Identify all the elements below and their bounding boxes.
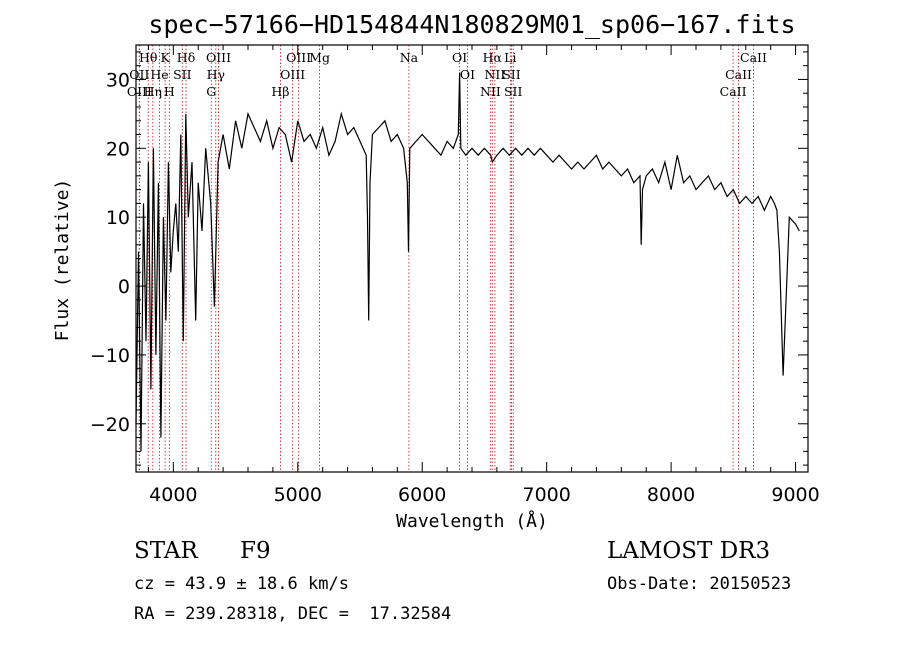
- x-tick-labels: 4000 5000 6000 7000 8000 9000: [149, 484, 820, 506]
- x-tick-label: 4000: [149, 484, 197, 506]
- observation-date: Obs-Date: 20150523: [607, 574, 792, 594]
- x-tick-label: 8000: [647, 484, 695, 506]
- emission-line-label: OIII: [206, 50, 231, 65]
- spectrum-line: [135, 72, 800, 452]
- y-axis-label: Flux (relative): [52, 179, 73, 342]
- emission-line-label: Hη: [144, 84, 162, 99]
- emission-line-label: OIII: [127, 84, 152, 99]
- emission-line-label: Hβ: [271, 84, 289, 99]
- emission-line-label: H: [164, 84, 175, 99]
- emission-line-label: Na: [400, 50, 419, 65]
- redshift-value: cz = 43.9 ± 18.6 km/s: [134, 574, 349, 594]
- coordinates: RA = 239.28318, DEC = 17.32584: [134, 604, 452, 624]
- y-tick-label: 30: [106, 69, 130, 91]
- emission-line-label: OI: [460, 67, 475, 82]
- emission-line-label: CaII: [740, 50, 767, 65]
- emission-line-label: CaII: [725, 67, 752, 82]
- emission-line-label: CaII: [720, 84, 747, 99]
- emission-line-label: He: [150, 67, 168, 82]
- emission-line-label: Hδ: [177, 50, 195, 65]
- emission-line-markers: [138, 45, 754, 472]
- emission-line-label: Mg: [309, 50, 330, 65]
- y-tick-label: 0: [118, 276, 130, 298]
- emission-line-label: SII: [502, 67, 521, 82]
- emission-line-label: K: [160, 50, 170, 65]
- emission-line-label: Hθ: [139, 50, 157, 65]
- plot-frame: [135, 44, 809, 473]
- emission-line-label: Hγ: [207, 67, 225, 82]
- x-tick-label: 9000: [771, 484, 819, 506]
- emission-line-label: OI: [452, 50, 467, 65]
- y-tick-label: 10: [106, 207, 130, 229]
- emission-line-label: OIII: [280, 67, 305, 82]
- y-tick-label: 20: [106, 138, 130, 160]
- x-tick-label: 7000: [522, 484, 570, 506]
- object-subclass: F9: [240, 538, 271, 564]
- emission-line-label: OIII: [286, 50, 311, 65]
- x-tick-label: 5000: [274, 484, 322, 506]
- emission-line-label: NII: [484, 67, 505, 82]
- emission-line-label: Hα: [483, 50, 503, 65]
- survey-name: LAMOST DR3: [607, 538, 771, 564]
- emission-line-label: G: [206, 84, 216, 99]
- x-axis-label: Wavelength (Å): [396, 510, 548, 532]
- y-tick-labels: −20 −10 0 10 20 30: [90, 69, 130, 435]
- emission-line-label: SII: [173, 67, 192, 82]
- emission-line-label: Li: [504, 50, 516, 65]
- axis-ticks: [136, 45, 808, 472]
- emission-line-label: SII: [504, 84, 523, 99]
- emission-line-label: NII: [480, 84, 501, 99]
- y-tick-label: −10: [90, 345, 130, 367]
- emission-line-labels: Hθ OII OIII K He Hη Hδ SII H OIII Hγ G OIII OIII Hβ Mg N…: [127, 50, 767, 99]
- emission-line-label: OII: [129, 67, 149, 82]
- x-tick-label: 6000: [398, 484, 446, 506]
- chart-title: spec−57166−HD154844N180829M01_sp06−167.f…: [148, 10, 795, 39]
- object-class: STAR: [134, 538, 198, 564]
- y-tick-label: −20: [90, 414, 130, 436]
